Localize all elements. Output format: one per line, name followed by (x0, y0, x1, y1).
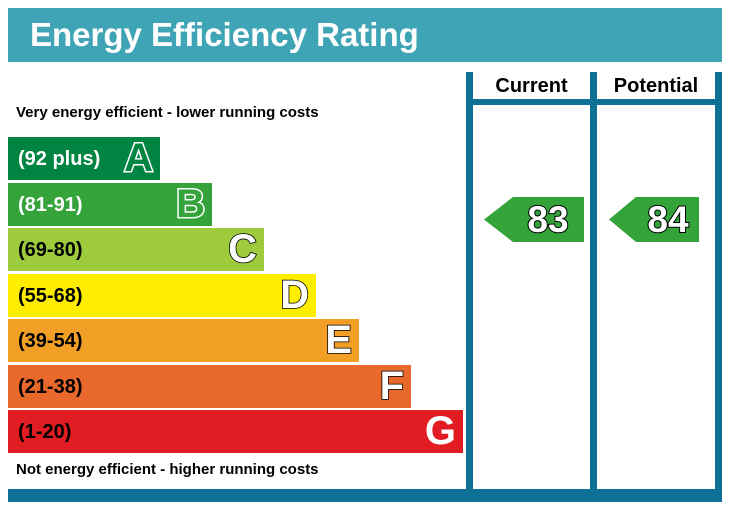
current-rating-arrow: 83 (483, 196, 585, 243)
band-range-label: (55-68) (18, 285, 83, 307)
table-border-right (715, 72, 722, 490)
table-border-bottom (8, 489, 722, 502)
band-range-label: (39-54) (18, 330, 83, 352)
band-b: (81-91) B (8, 181, 212, 227)
band-range-label: (81-91) (18, 194, 83, 216)
potential-rating-arrow: 84 (608, 196, 700, 243)
band-c: (69-80) C (8, 227, 264, 272)
table-border-left (466, 72, 473, 490)
band-letter: G (424, 409, 456, 453)
current-column-header: Current (495, 75, 568, 97)
potential-rating-value: 84 (646, 198, 689, 241)
table-header-underline (466, 99, 722, 105)
band-letter: D (279, 273, 309, 318)
band-range-label: (21-38) (18, 376, 83, 398)
band-letter: E (325, 318, 353, 363)
band-range-label: (69-80) (18, 239, 83, 261)
band-letter: C (227, 227, 257, 272)
band-d: (55-68) D (8, 273, 316, 318)
left-arrow-icon (484, 197, 584, 242)
current-rating-value: 83 (526, 198, 569, 241)
band-range-label: (1-20) (18, 421, 72, 443)
band-a: (92 plus) A (8, 135, 160, 181)
potential-column-header: Potential (613, 75, 699, 97)
top-note: Very energy efficient - lower running co… (16, 104, 319, 121)
bottom-note: Not energy efficient - higher running co… (16, 461, 319, 478)
band-e: (39-54) E (8, 318, 359, 363)
band-range-label: (92 plus) (18, 148, 101, 170)
band-g: (1-20) G (8, 410, 463, 453)
band-letter: F (379, 364, 405, 409)
chart-title-banner: Energy Efficiency Rating (8, 8, 722, 62)
band-f: (21-38) F (8, 364, 411, 409)
left-arrow-icon (609, 197, 699, 242)
table-border-divider (590, 72, 597, 490)
band-letter: A (123, 135, 155, 181)
band-letter: B (175, 181, 207, 227)
page-title: Energy Efficiency Rating (30, 16, 419, 53)
